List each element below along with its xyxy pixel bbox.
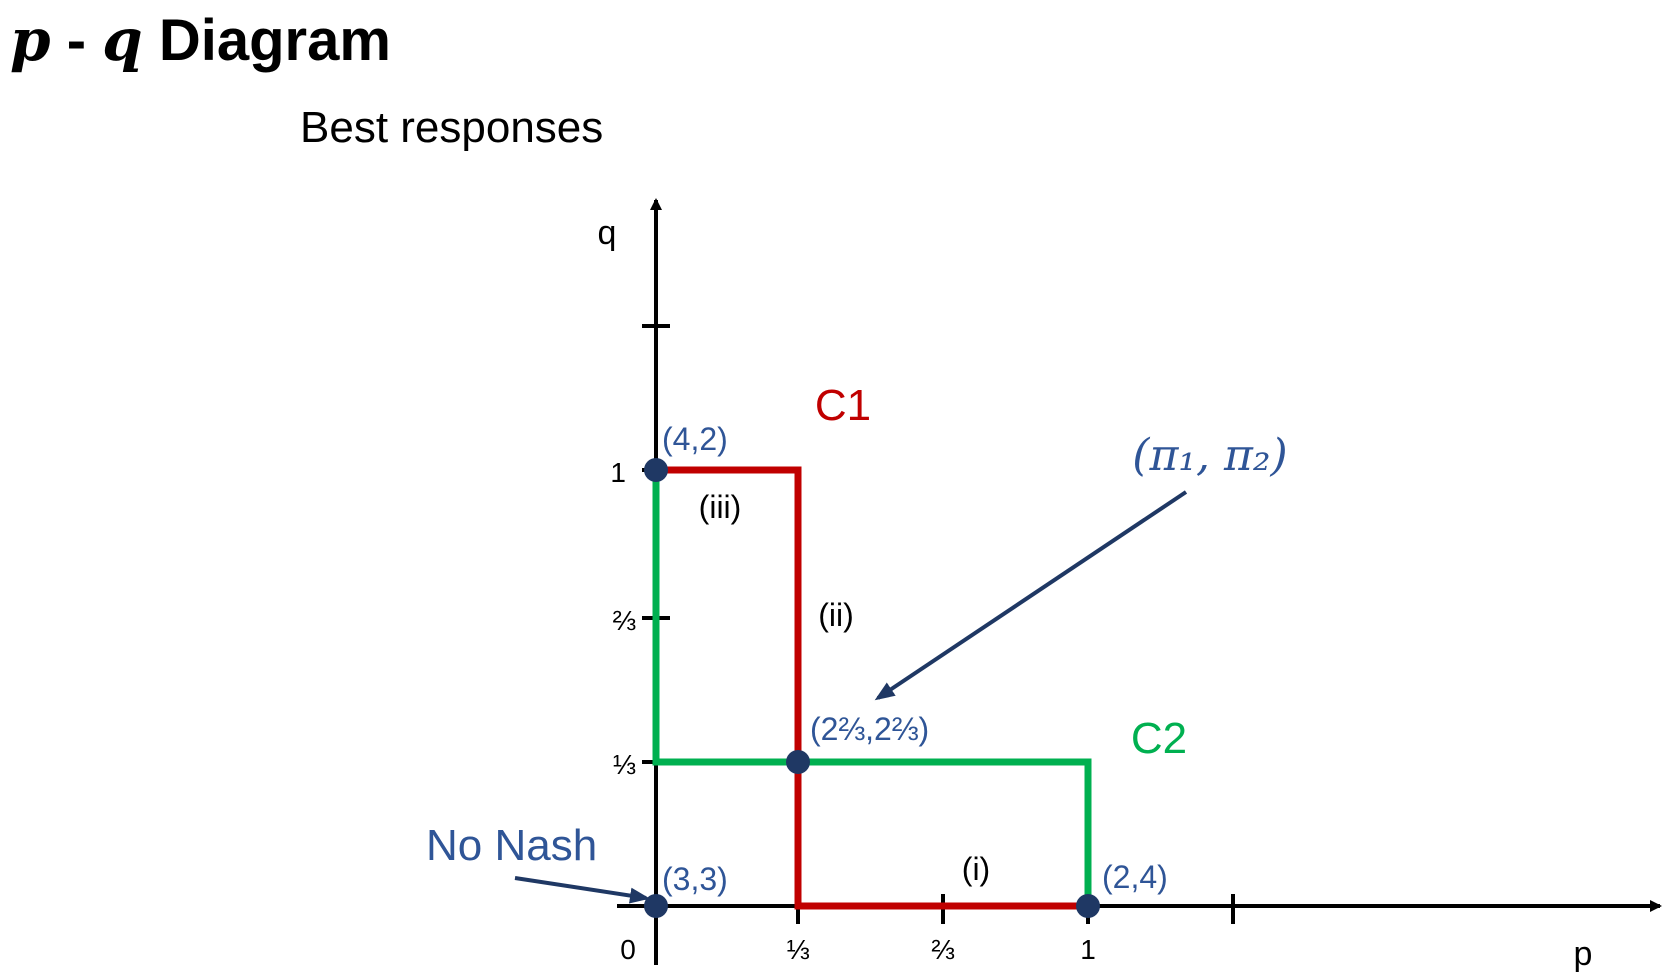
best-response-c1 [656, 466, 1088, 910]
title-variable-q: q [102, 6, 143, 74]
point-label-3-3: (3,3) [662, 861, 728, 897]
no-nash-arrow [514, 876, 650, 904]
point-4-2 [644, 458, 668, 482]
point-equilibrium [786, 750, 810, 774]
no-nash-label: No Nash [426, 821, 597, 870]
c2-label: C2 [1131, 714, 1187, 763]
point-3-3 [644, 894, 668, 918]
y-tick-label-one: 1 [610, 457, 626, 488]
payoff-vector-label: (π₁, π₂) [1132, 430, 1287, 481]
title-variable-p: p [10, 6, 51, 74]
x-tick-label-third: ⅓ [786, 934, 809, 965]
x-tick-label-two-thirds: ⅔ [931, 934, 954, 965]
y-tick-label-third: ⅓ [613, 749, 636, 780]
x-tick-label-one: 1 [1080, 934, 1096, 965]
region-label-ii: (ii) [818, 597, 854, 633]
best-response-c2 [652, 470, 1092, 906]
region-label-iii: (iii) [699, 489, 742, 525]
point-2-4 [1076, 894, 1100, 918]
title-dash: - [66, 8, 87, 73]
y-axis-label: q [598, 214, 617, 252]
point-label-equilibrium: (2⅔,2⅔) [810, 711, 929, 747]
x-tick-label-0: 0 [620, 934, 636, 965]
x-axis-label: p [1574, 935, 1593, 973]
title-word: Diagram [158, 8, 391, 73]
point-label-2-4: (2,4) [1102, 859, 1168, 895]
y-tick-label-two-thirds: ⅔ [613, 605, 636, 636]
region-label-i: (i) [962, 851, 990, 887]
point-label-4-2: (4,2) [662, 421, 728, 457]
subtitle: Best responses [300, 103, 604, 152]
page-title: p - q Diagram [10, 2, 391, 79]
c1-label: C1 [815, 381, 871, 430]
payoff-vector-arrow [874, 490, 1188, 701]
